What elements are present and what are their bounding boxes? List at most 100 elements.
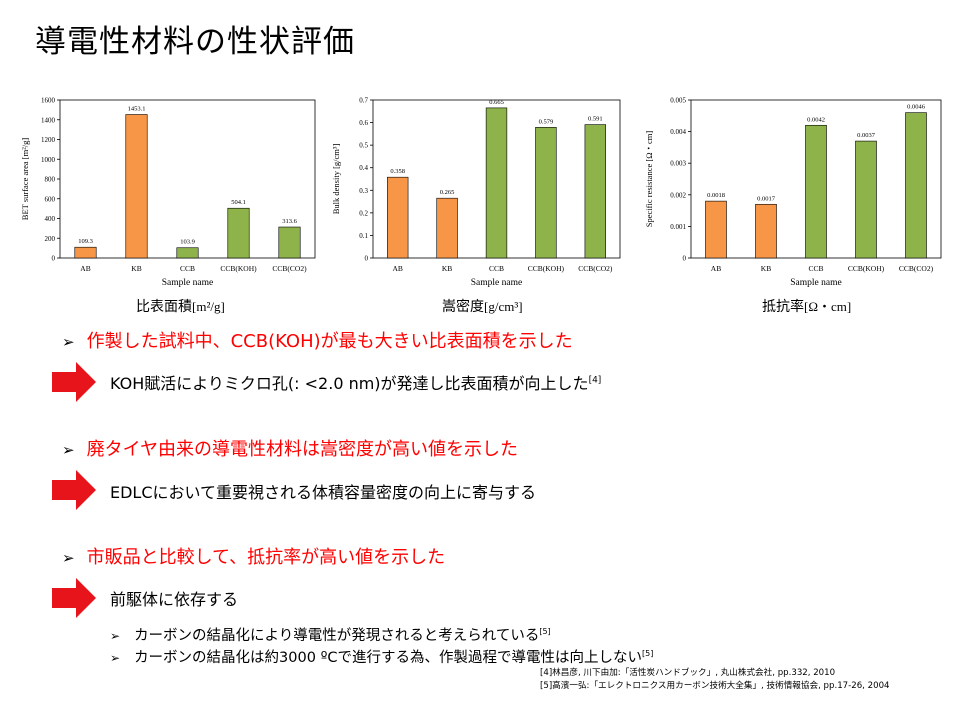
arrow-text-body: KOH賦活によりミクロ孔(: <2.0 nm)が発達し比表面積が向上した	[110, 374, 589, 393]
bar	[74, 246, 97, 259]
bar	[905, 112, 927, 259]
right-arrow-icon	[52, 578, 96, 618]
chart-bet-svg: 0 200 400 600 800 1000 1200 1400 1600 109.3 AB 1453…	[20, 97, 316, 288]
sub-bullet-arrow-icon: ➢	[110, 651, 121, 665]
y-tick-label: 0.004	[670, 128, 686, 136]
arrow-text: 前駆体に依存する	[110, 586, 238, 610]
y-axis-label: Specific resistance [Ω・cm]	[644, 131, 654, 228]
data-label: 0.0046	[907, 104, 926, 111]
x-tick-label: CCB(CO2)	[899, 264, 934, 273]
data-label: 313.6	[282, 218, 297, 225]
y-tick-label: 200	[45, 235, 56, 243]
y-tick-label: 1000	[41, 156, 56, 164]
reference-4: [4]林昌彦, 川下由加:「活性炭ハンドブック」, 丸山株式会社, pp.332…	[540, 668, 836, 678]
x-tick-label: AB	[711, 264, 721, 273]
y-tick-label: 0.2	[359, 209, 368, 217]
data-label: 109.3	[78, 238, 93, 245]
bullet-arrow-icon: ➢	[62, 441, 75, 459]
y-tick-label: 0	[683, 255, 687, 263]
chart-density-svg: 0 0.1 0.2 0.3 0.4 0.5 0.6 0.7 0.358 AB 0.265 KB 0.66…	[331, 97, 621, 288]
reference-mark: [5]	[642, 649, 654, 659]
reference-mark: [5]	[539, 627, 551, 637]
caption-unit: [m²/g]	[192, 299, 225, 314]
y-tick-label: 0.6	[359, 119, 368, 127]
caption-specific-resistance: 抵抗率[Ω・cm]	[762, 296, 851, 316]
y-axis-label: BET surface area [m²/g]	[20, 138, 30, 221]
bullet-3: ➢ 市販品と比較して、抵抗率が高い値を示した	[62, 543, 445, 569]
reference-5: [5]高濱一弘:「エレクトロニクス用カーボン技術大全集」, 技術情報協会, pp…	[540, 681, 890, 691]
bar	[535, 127, 557, 259]
bar	[805, 124, 827, 259]
y-tick-label: 0.7	[359, 97, 368, 105]
reference-mark: [4]	[588, 375, 602, 386]
x-axis-label: Sample name	[790, 278, 841, 288]
x-tick-label: AB	[392, 264, 402, 273]
x-tick-label: KB	[442, 264, 452, 273]
caption-bet-surface-area: 比表面積[m²/g]	[136, 296, 225, 316]
data-label: 0.0037	[857, 132, 876, 139]
data-label: 103.9	[180, 239, 195, 246]
caption-label: 嵩密度	[442, 299, 484, 315]
y-tick-label: 1200	[41, 136, 56, 144]
x-tick-label: CCB	[489, 264, 504, 273]
x-tick-label: CCB(KOH)	[528, 264, 565, 273]
bar	[436, 197, 458, 259]
bar	[176, 247, 199, 259]
bar	[755, 203, 777, 259]
bar	[387, 176, 409, 259]
y-tick-label: 1600	[41, 97, 56, 105]
data-label: 0.591	[588, 116, 603, 123]
data-label: 0.0017	[757, 195, 776, 202]
x-tick-label: CCB(CO2)	[272, 264, 307, 273]
sub-bullet-text: カーボンの結晶化により導電性が発現されると考えられている	[134, 628, 540, 644]
bar	[125, 114, 148, 259]
arrow-text: KOH賦活によりミクロ孔(: <2.0 nm)が発達し比表面積が向上した[4]	[110, 370, 601, 394]
sub-bullet-1: ➢ カーボンの結晶化により導電性が発現されると考えられている[5]	[110, 624, 551, 645]
chart-specific-resistance: 0 0.001 0.002 0.003 0.004 0.005 0.0018 AB 0.0017…	[636, 88, 946, 303]
caption-label: 抵抗率	[762, 299, 804, 315]
y-tick-label: 0	[52, 255, 56, 263]
bullet-arrow-icon: ➢	[62, 549, 75, 567]
data-label: 1453.1	[128, 106, 146, 113]
y-tick-label: 600	[45, 195, 56, 203]
y-tick-label: 0.003	[670, 160, 686, 168]
x-tick-label: AB	[80, 264, 90, 273]
x-tick-label: CCB(KOH)	[220, 264, 257, 273]
data-label: 0.265	[440, 189, 455, 196]
sub-bullet-arrow-icon: ➢	[110, 629, 121, 643]
data-label: 0.665	[489, 99, 504, 106]
caption-unit: [Ω・cm]	[804, 299, 852, 314]
data-label: 0.358	[390, 168, 405, 175]
chart-bulk-density: 0 0.1 0.2 0.3 0.4 0.5 0.6 0.7 0.358 AB 0.265 KB 0.66…	[325, 88, 625, 303]
y-tick-label: 0.002	[670, 191, 686, 199]
y-tick-label: 400	[45, 215, 56, 223]
y-tick-label: 0.4	[359, 164, 368, 172]
y-tick-label: 800	[45, 176, 56, 184]
x-tick-label: CCB(KOH)	[848, 264, 885, 273]
references: [4]林昌彦, 川下由加:「活性炭ハンドブック」, 丸山株式会社, pp.332…	[540, 667, 890, 693]
chart-resistance-svg: 0 0.001 0.002 0.003 0.004 0.005 0.0018 AB 0.0017…	[644, 97, 942, 288]
y-tick-label: 0.1	[359, 232, 368, 240]
caption-label: 比表面積	[136, 299, 192, 315]
bullet-text: 廃タイヤ由来の導電性材料は嵩密度が高い値を示した	[86, 439, 519, 460]
bar	[485, 107, 508, 259]
bullet-text: 作製した試料中、CCB(KOH)が最も大きい比表面積を示した	[86, 331, 573, 352]
arrow-text-body: EDLCにおいて重要視される体積容量密度の向上に寄与する	[110, 483, 537, 502]
bar	[278, 226, 301, 259]
x-tick-label: KB	[131, 264, 141, 273]
y-tick-label: 0.005	[670, 97, 686, 105]
y-tick-label: 0.3	[359, 187, 368, 195]
x-tick-label: CCB(CO2)	[578, 264, 613, 273]
bullet-arrow-icon: ➢	[62, 333, 75, 351]
arrow-text: EDLCにおいて重要視される体積容量密度の向上に寄与する	[110, 479, 536, 503]
bar	[705, 200, 727, 259]
y-tick-label: 0.5	[359, 142, 368, 150]
right-arrow-icon	[52, 362, 96, 402]
y-tick-label: 0.001	[670, 223, 686, 231]
y-tick-label: 1400	[41, 116, 56, 124]
bar	[227, 207, 250, 259]
caption-bulk-density: 嵩密度[g/cm³]	[442, 296, 523, 316]
plot-frame	[59, 99, 316, 259]
data-label: 504.1	[231, 199, 246, 206]
y-tick-label: 0	[365, 255, 369, 263]
